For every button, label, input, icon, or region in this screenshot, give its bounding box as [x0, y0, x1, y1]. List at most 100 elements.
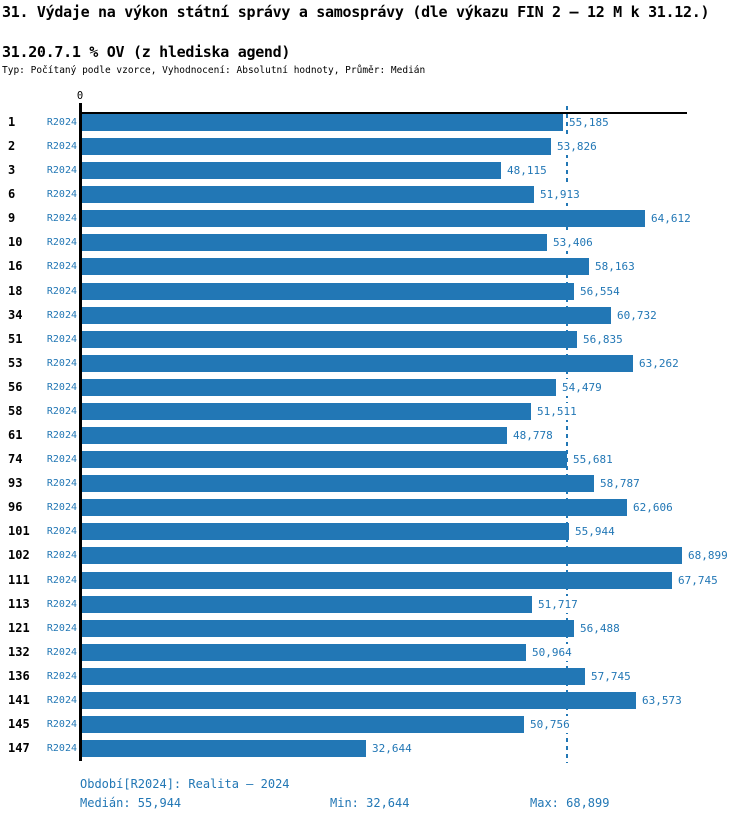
table-row: 53 R2024 63,262: [0, 354, 750, 372]
table-row: 10 R2024 53,406: [0, 234, 750, 252]
table-row: 56 R2024 54,479: [0, 378, 750, 396]
value-bar: [82, 643, 526, 661]
row-series-label: R2024: [46, 478, 77, 490]
value-bar: [82, 282, 574, 300]
footer-min: Min: 32,644: [330, 796, 410, 810]
table-row: 16 R2024 58,163: [0, 258, 750, 276]
row-series-label: R2024: [46, 165, 77, 177]
row-id-label: 111: [8, 572, 30, 587]
table-row: 34 R2024 60,732: [0, 306, 750, 324]
row-id-label: 6: [8, 187, 16, 202]
row-series-label: R2024: [46, 430, 77, 442]
bar-value-label: 58,163: [594, 258, 636, 276]
value-bar: [82, 716, 524, 733]
row-id-label: 2: [8, 139, 16, 154]
row-series-label: R2024: [46, 502, 77, 514]
bar-value-label: 55,944: [574, 523, 616, 541]
value-bar: [82, 306, 611, 324]
row-series-label: R2024: [46, 141, 77, 153]
bar-value-label: 60,732: [616, 306, 658, 324]
row-series-label: R2024: [46, 454, 77, 466]
footer-max: Max: 68,899: [530, 796, 610, 810]
bar-value-label: 51,913: [539, 186, 581, 204]
table-row: 51 R2024 56,835: [0, 330, 750, 348]
value-bar: [82, 691, 636, 709]
table-row: 6 R2024 51,913: [0, 186, 750, 204]
value-bar: [82, 186, 534, 204]
row-id-label: 121: [8, 620, 30, 635]
table-row: 61 R2024 48,778: [0, 427, 750, 445]
table-row: 121 R2024 56,488: [0, 619, 750, 637]
row-series-label: R2024: [46, 333, 77, 345]
bar-value-label: 57,745: [590, 667, 632, 685]
table-row: 136 R2024 57,745: [0, 667, 750, 685]
value-bar: [82, 354, 633, 372]
row-series-label: R2024: [46, 598, 77, 610]
value-bar: [82, 162, 501, 180]
bar-value-label: 56,835: [582, 330, 624, 348]
row-id-label: 102: [8, 548, 30, 563]
bar-value-label: 50,756: [529, 716, 571, 733]
row-series-label: R2024: [46, 381, 77, 393]
table-row: 93 R2024 58,787: [0, 475, 750, 493]
row-id-label: 16: [8, 259, 23, 274]
chart-meta-line: Typ: Počítaný podle vzorce, Vyhodnocení:…: [2, 65, 426, 76]
chart-subtitle: 31.20.7.1 % OV (z hlediska agend): [2, 43, 291, 61]
table-row: 147 R2024 32,644: [0, 740, 750, 758]
bar-value-label: 48,115: [506, 162, 548, 180]
bar-value-label: 32,644: [371, 740, 413, 758]
bar-value-label: 51,511: [536, 402, 578, 420]
row-id-label: 53: [8, 355, 23, 370]
row-id-label: 132: [8, 644, 30, 659]
bar-value-label: 63,573: [641, 691, 683, 709]
value-bar: [82, 138, 551, 156]
row-series-label: R2024: [46, 622, 77, 634]
row-id-label: 147: [8, 741, 30, 756]
row-id-label: 1: [8, 115, 16, 129]
value-bar: [82, 378, 556, 396]
row-series-label: R2024: [46, 309, 77, 321]
row-series-label: R2024: [46, 357, 77, 369]
row-series-label: R2024: [46, 694, 77, 706]
value-bar: [82, 258, 589, 276]
table-row: 96 R2024 62,606: [0, 499, 750, 517]
bar-value-label: 55,681: [572, 451, 614, 469]
row-id-label: 113: [8, 596, 30, 611]
footer-period: Období[R2024]: Realita – 2024: [80, 777, 290, 791]
value-bar: [82, 547, 682, 565]
bar-value-label: 68,899: [687, 547, 729, 565]
value-bar: [82, 427, 507, 445]
page-title: 31. Výdaje na výkon státní správy a samo…: [2, 3, 710, 21]
value-bar: [82, 619, 574, 637]
row-id-label: 10: [8, 235, 23, 250]
row-id-label: 93: [8, 476, 23, 491]
row-series-label: R2024: [46, 670, 77, 682]
bar-value-label: 51,717: [537, 595, 579, 613]
row-id-label: 101: [8, 524, 30, 539]
row-series-label: R2024: [46, 237, 77, 249]
row-id-label: 74: [8, 452, 23, 467]
row-id-label: 141: [8, 692, 30, 707]
row-id-label: 9: [8, 211, 16, 226]
table-row: 3 R2024 48,115: [0, 162, 750, 180]
table-row: 1 R2024 55,185: [0, 114, 750, 131]
x-axis-line: [79, 112, 687, 114]
bar-value-label: 64,612: [650, 210, 692, 228]
bar-value-label: 55,185: [568, 114, 610, 131]
row-id-label: 136: [8, 668, 30, 683]
row-series-label: R2024: [46, 574, 77, 586]
row-series-label: R2024: [46, 285, 77, 297]
y-axis-line: [79, 103, 82, 761]
row-id-label: 51: [8, 331, 23, 346]
bar-value-label: 53,406: [552, 234, 594, 252]
row-series-label: R2024: [46, 646, 77, 658]
row-series-label: R2024: [46, 213, 77, 225]
value-bar: [82, 234, 547, 252]
row-series-label: R2024: [46, 405, 77, 417]
footer-median: Medián: 55,944: [80, 796, 182, 810]
bar-value-label: 50,964: [531, 643, 573, 661]
bar-value-label: 58,787: [599, 475, 641, 493]
row-series-label: R2024: [46, 719, 77, 730]
bar-value-label: 48,778: [512, 427, 554, 445]
